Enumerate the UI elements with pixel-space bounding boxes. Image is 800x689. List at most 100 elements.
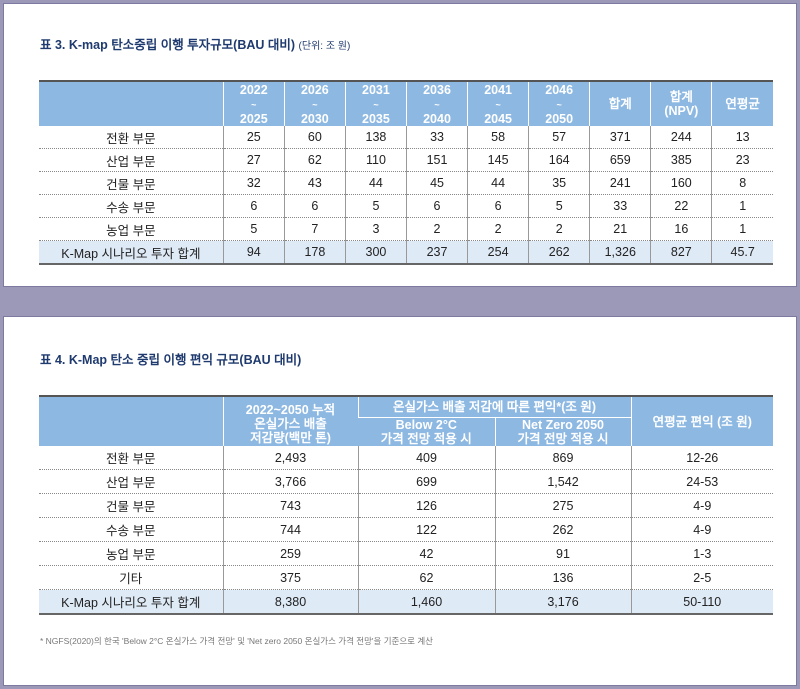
row-label: 전환 부문	[39, 126, 224, 149]
cell-value: 409	[357, 446, 495, 470]
header-line: 2031	[362, 82, 390, 97]
cell-value: 3,766	[222, 469, 358, 494]
cell-value: 44	[467, 171, 529, 195]
total-row: K-Map 시나리오 투자 합계 8,380 1,460 3,176 50-110	[39, 589, 773, 615]
cell-value: 869	[494, 446, 631, 470]
table-row: 전환 부문 2,493 409 869 12-26	[39, 446, 773, 470]
row-label: 수송 부문	[39, 194, 224, 218]
table-4-panel: 표 4. K-Map 탄소 중립 이행 편익 규모(BAU 대비) 2022~2…	[3, 316, 797, 686]
header-line: 2025	[239, 111, 268, 126]
cell-value: 1,460	[357, 589, 495, 615]
cell-value: 43	[283, 171, 346, 195]
cell-value: 62	[283, 148, 346, 172]
column-header: 2026 ~2030	[283, 80, 346, 126]
row-label: 기타	[39, 565, 223, 590]
cell-value: 1,326	[589, 240, 651, 265]
cell-value: 13	[711, 126, 773, 149]
header-below-2c: Below 2°C 가격 전망 적용 시	[358, 417, 495, 446]
cell-value: 300	[344, 240, 407, 265]
table-row: 건물 부문 32 43 44 45 44 35 241 160 8	[39, 171, 773, 195]
cell-value: 743	[222, 493, 358, 518]
cell-value: 8,380	[222, 589, 358, 615]
cell-value: 27	[222, 148, 285, 172]
header-blank	[39, 80, 224, 126]
cell-value: 32	[222, 171, 285, 195]
h: 가격 전망 적용 시	[380, 432, 472, 446]
header-line: 2045	[484, 111, 512, 126]
cell-value: 151	[405, 148, 468, 172]
header-line: 합계	[608, 97, 632, 111]
column-header: 연평균	[711, 80, 773, 126]
cell-value: 241	[589, 171, 651, 195]
cell-value: 12-26	[630, 446, 773, 470]
benefit-table: 2022~2050 누적 온실가스 배출 저감량(백만 톤) 온실가스 배출 저감에…	[39, 395, 773, 615]
cell-value: 375	[222, 565, 358, 590]
cell-value: 16	[650, 217, 712, 241]
cell-value: 659	[589, 148, 651, 172]
table-3-title: 표 3. K-map 탄소중립 이행 투자규모(BAU 대비) (단위: 조 원…	[40, 34, 350, 53]
cell-value: 1	[711, 217, 773, 241]
cell-value: 58	[467, 126, 529, 149]
column-header: 합계	[589, 80, 651, 126]
cell-value: 44	[344, 171, 407, 195]
cell-value: 110	[344, 148, 407, 172]
header-line: ~	[312, 99, 318, 110]
header-line: (NPV)	[664, 104, 699, 118]
header-line: 2050	[545, 111, 574, 126]
table-row: 건물 부문 743 126 275 4-9	[39, 493, 773, 518]
row-label: K-Map 시나리오 투자 합계	[39, 589, 223, 615]
table-row: 전환 부문 25 60 138 33 58 57 371 244 13	[39, 126, 773, 149]
cell-value: 50-110	[630, 589, 773, 615]
h: 온실가스 배출	[254, 417, 327, 431]
header-line: 2041	[484, 82, 512, 97]
h: 저감량(백만 톤)	[250, 431, 331, 445]
table-4-title: 표 4. K-Map 탄소 중립 이행 편익 규모(BAU 대비)	[40, 353, 302, 367]
header-line: 2046	[545, 82, 574, 97]
footnote: * NGFS(2020)의 한국 'Below 2°C 온실가스 가격 전망' …	[40, 636, 433, 646]
cell-value: 8	[711, 171, 773, 195]
cell-value: 62	[357, 565, 495, 590]
cell-value: 7	[283, 217, 346, 241]
cell-value: 2-5	[630, 565, 773, 590]
cell-value: 33	[405, 126, 468, 149]
header-line: ~	[373, 99, 379, 110]
table-3-panel: 표 3. K-map 탄소중립 이행 투자규모(BAU 대비) (단위: 조 원…	[3, 3, 797, 287]
cell-value: 136	[494, 565, 631, 590]
cell-value: 23	[711, 148, 773, 172]
cell-value: 237	[405, 240, 468, 265]
cell-value: 45.7	[711, 240, 773, 265]
cell-value: 3,176	[494, 589, 631, 615]
cell-value: 6	[283, 194, 346, 218]
cell-value: 57	[528, 126, 590, 149]
cell-value: 827	[650, 240, 712, 265]
table-row: 농업 부문 5 7 3 2 2 2 21 16 1	[39, 217, 773, 241]
header-line: ~	[556, 99, 562, 110]
cell-value: 22	[650, 194, 712, 218]
table-row: 산업 부문 27 62 110 151 145 164 659 385 23	[39, 148, 773, 172]
cell-value: 385	[650, 148, 712, 172]
cell-value: 244	[650, 126, 712, 149]
cell-value: 5	[344, 194, 407, 218]
row-label: 산업 부문	[39, 148, 224, 172]
header-blank	[39, 395, 223, 446]
cell-value: 699	[357, 469, 495, 494]
row-label: 농업 부문	[39, 217, 224, 241]
investment-table: 2022 ~2025 2026 ~2030 2031 ~2035 2036 ~2040 2041…	[39, 80, 773, 265]
cell-value: 6	[405, 194, 468, 218]
total-row: K-Map 시나리오 투자 합계 94 178 300 237 254 262 1,326 82…	[39, 240, 773, 265]
header-line: 2022	[239, 82, 268, 97]
cell-value: 35	[528, 171, 590, 195]
cell-value: 91	[494, 541, 631, 566]
row-label: 건물 부문	[39, 493, 223, 518]
cell-value: 164	[528, 148, 590, 172]
cell-value: 254	[467, 240, 529, 265]
cell-value: 275	[494, 493, 631, 518]
cell-value: 1,542	[494, 469, 631, 494]
unit-label: (단위: 조 원)	[298, 41, 351, 52]
column-header: 합계 (NPV)	[650, 80, 712, 126]
cell-value: 2	[528, 217, 590, 241]
cell-value: 262	[494, 517, 631, 542]
cell-value: 33	[589, 194, 651, 218]
row-label: 전환 부문	[39, 446, 223, 470]
header-line: 2036	[423, 82, 451, 97]
